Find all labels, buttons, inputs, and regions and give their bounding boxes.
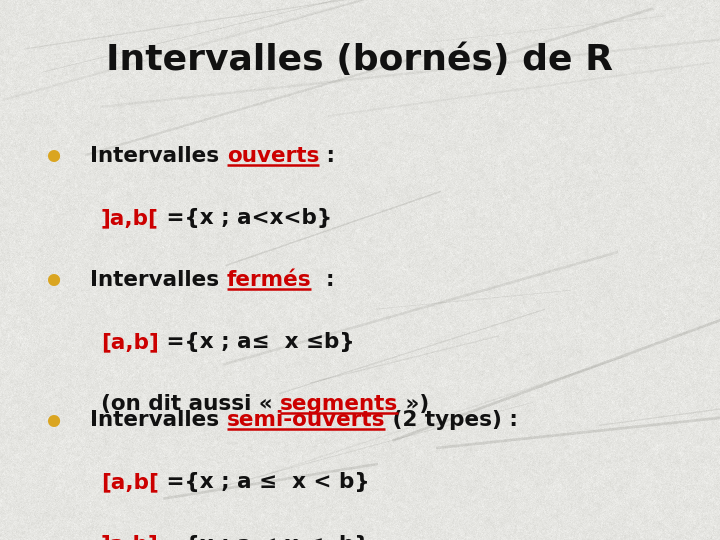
Text: •: • — [43, 408, 65, 441]
Text: Intervalles (bornés) de R: Intervalles (bornés) de R — [107, 43, 613, 77]
Text: ={x ; a<x<b}: ={x ; a<x<b} — [158, 208, 332, 228]
Text: [a,b]: [a,b] — [101, 332, 158, 352]
Text: fermés: fermés — [227, 270, 311, 290]
Text: •: • — [43, 267, 65, 300]
Text: (2 types) :: (2 types) : — [385, 410, 518, 430]
Text: Intervalles: Intervalles — [90, 270, 227, 290]
Text: •: • — [43, 143, 65, 176]
Text: Intervalles: Intervalles — [90, 410, 227, 430]
Text: (on dit aussi «: (on dit aussi « — [101, 394, 280, 414]
Text: ={x ; a ≤  x < b}: ={x ; a ≤ x < b} — [158, 472, 369, 492]
Text: »): ») — [398, 394, 430, 414]
Text: [a,b[: [a,b[ — [101, 472, 158, 492]
Text: ={x ; a≤  x ≤b}: ={x ; a≤ x ≤b} — [158, 332, 354, 352]
Text: semi-ouverts: semi-ouverts — [227, 410, 385, 430]
Text: ]a,b]: ]a,b] — [101, 535, 158, 540]
Text: segments: segments — [280, 394, 398, 414]
Text: :: : — [311, 270, 335, 290]
Text: ouverts: ouverts — [227, 146, 319, 166]
Text: ={x ; a < x ≤  b}: ={x ; a < x ≤ b} — [158, 535, 369, 540]
Text: ]a,b[: ]a,b[ — [101, 208, 158, 228]
Text: Intervalles: Intervalles — [90, 146, 227, 166]
Text: :: : — [319, 146, 335, 166]
